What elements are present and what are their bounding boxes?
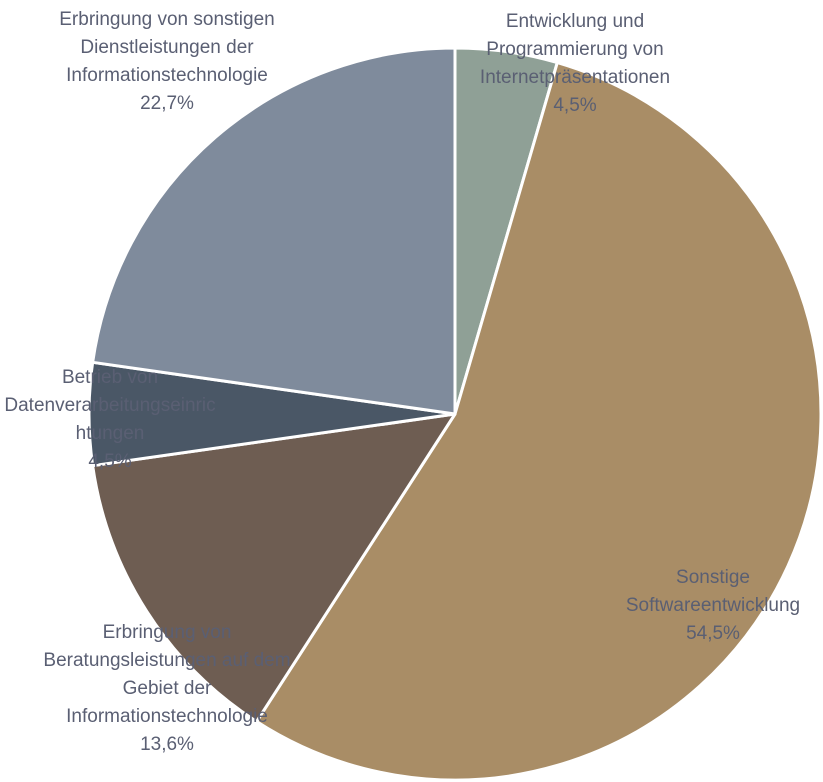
category-name: Sonstige Softwareentwicklung <box>625 567 801 616</box>
category-name: Erbringung von sonstigen Dienstleistunge… <box>59 9 275 86</box>
pie-slice <box>91 412 457 724</box>
value-label: 4,5% <box>88 451 132 472</box>
slice-label: Erbringung von Beratungsleistungen auf d… <box>31 619 303 759</box>
value-label: 54,5% <box>686 623 740 644</box>
value-label: 13,6% <box>140 734 194 755</box>
category-name: Erbringung von Beratungsleistungen auf d… <box>43 622 291 727</box>
slice-label: Erbringung von sonstigen Dienstleistunge… <box>32 6 302 118</box>
slice-label: Betrieb von Datenverarbeitungseinrichtun… <box>3 364 218 476</box>
slice-label: Sonstige Softwareentwicklung 54,5% <box>613 564 813 648</box>
value-label: 4,5% <box>553 95 597 116</box>
pie-slice <box>91 46 457 416</box>
category-name: Entwicklung und Programmierung von Inter… <box>479 11 671 88</box>
value-label: 22,7% <box>140 93 194 114</box>
slice-label: Entwicklung und Programmierung von Inter… <box>459 8 691 120</box>
category-name: Betrieb von Datenverarbeitungseinrichtun… <box>4 367 216 444</box>
pie-slice <box>255 61 823 782</box>
